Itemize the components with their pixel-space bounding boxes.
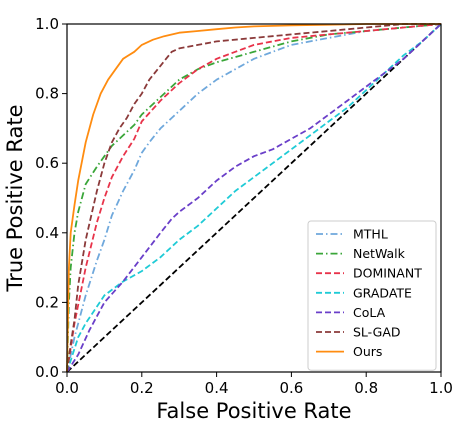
- y-tick-label: 0.0: [35, 363, 59, 381]
- y-tick-label: 0.6: [35, 154, 59, 172]
- y-axis: 0.0 0.2 0.4 0.6 0.8 1.0: [35, 15, 67, 381]
- x-tick-label: 0.8: [354, 379, 378, 397]
- y-tick-label: 0.2: [35, 293, 59, 311]
- y-tick-label: 0.8: [35, 85, 59, 103]
- series-line-ours: [66, 23, 441, 373]
- x-axis-label: False Positive Rate: [156, 399, 351, 423]
- x-tick-label: 0.0: [55, 379, 79, 397]
- x-tick-label: 1.0: [429, 379, 453, 397]
- legend-label: CoLA: [353, 305, 386, 320]
- y-tick-label: 1.0: [35, 15, 59, 33]
- x-tick-label: 0.6: [279, 379, 303, 397]
- legend: MTHL NetWalk DOMINANT GRADATE CoLA SL-GAD Ours: [307, 220, 437, 371]
- diagonal-reference-line: [66, 23, 442, 373]
- x-tick-label: 0.4: [205, 379, 229, 397]
- series-line-gradate: [66, 23, 442, 373]
- x-tick-label: 0.2: [130, 379, 154, 397]
- y-axis-label: True Positive Rate: [3, 104, 27, 292]
- y-tick-label: 0.4: [35, 224, 59, 242]
- series-line-dominant: [66, 23, 442, 373]
- series-line-sl-gad: [66, 23, 441, 373]
- legend-label: DOMINANT: [353, 266, 422, 281]
- legend-label: GRADATE: [353, 285, 412, 300]
- legend-label: MTHL: [353, 227, 388, 242]
- legend-label: SL-GAD: [353, 325, 401, 340]
- series-line-mthl: [66, 23, 442, 373]
- legend-label: NetWalk: [353, 246, 406, 261]
- legend-label: Ours: [353, 344, 382, 359]
- plot-area: [66, 23, 442, 373]
- x-axis: 0.0 0.2 0.4 0.6 0.8 1.0: [55, 372, 453, 397]
- plot-frame: [66, 23, 442, 373]
- series-line-netwalk: [66, 23, 442, 373]
